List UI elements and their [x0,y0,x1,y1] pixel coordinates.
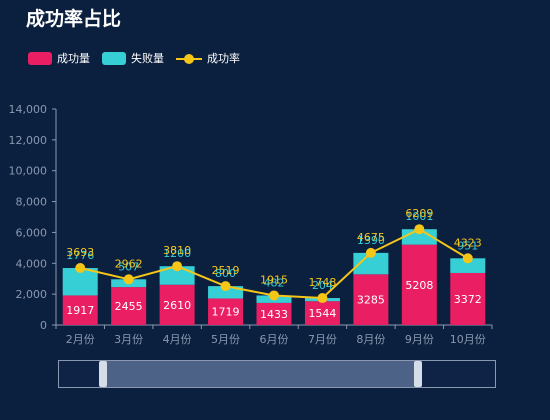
zoom-slider-range[interactable] [102,361,419,387]
point-rate [414,224,425,235]
legend-label-rate: 成功率 [207,52,240,65]
bar-success [208,298,244,325]
y-tick-label: 0 [40,319,47,332]
point-rate [462,253,473,264]
bar-success [353,274,389,325]
x-tick-label: 5月份 [211,333,240,346]
data-label-success: 1433 [260,308,288,321]
data-label-fail: 1001 [405,210,433,223]
data-label-success: 3285 [357,294,385,307]
point-rate [365,247,376,258]
legend-item-fail[interactable]: 失败量 [102,50,164,66]
point-rate [75,263,86,274]
bar-success [111,287,147,325]
data-label-fail: 1200 [163,247,191,260]
bar-fail [208,286,244,299]
legend-swatch-rate [176,52,202,65]
point-rate [269,290,279,301]
data-label-fail: 507 [118,260,139,273]
x-tick-label: 7月份 [308,333,337,346]
point-rate [317,293,328,304]
bar-fail [353,252,389,275]
data-label-rate: 2519 [212,264,240,277]
point-rate [220,281,231,292]
data-label-success: 2610 [163,299,191,312]
bar-success [450,272,486,325]
y-tick-label: 10,000 [9,165,48,178]
legend-item-success[interactable]: 成功量 [28,50,90,66]
legend-swatch-success [28,51,52,65]
data-label-success: 5208 [405,279,433,292]
y-tick-label: 14,000 [9,103,48,116]
zoom-slider-handle-right[interactable] [414,361,423,387]
data-label-success: 3372 [454,293,482,306]
data-label-rate: 1748 [308,276,336,289]
data-label-success: 1544 [308,307,336,320]
y-tick-label: 8,000 [16,196,48,209]
bar-success [256,302,292,325]
point-rate [172,261,183,272]
zoom-slider-handle-left[interactable] [98,361,107,387]
zoom-slider[interactable] [58,360,496,388]
data-label-success: 1917 [66,304,94,317]
data-label-fail: 1390 [357,234,385,247]
data-label-fail: 951 [457,239,478,252]
data-label-fail: 482 [264,276,285,289]
bar-success [304,301,340,325]
point-rate [123,274,134,285]
chart-legend: 成功量 失败量 成功率 [28,50,252,66]
legend-item-rate[interactable]: 成功率 [176,50,240,66]
data-label-rate: 6209 [405,207,433,220]
chart-title: 成功率占比 [26,8,122,30]
data-label-rate: 1915 [260,273,288,286]
x-tick-label: 8月份 [356,333,385,346]
x-tick-label: 6月份 [260,333,289,346]
data-label-fail: 800 [215,267,236,280]
bar-fail [450,258,486,273]
data-label-rate: 4675 [357,231,385,244]
data-label-success: 2455 [115,300,143,313]
data-label-rate: 4323 [454,236,482,249]
x-tick-label: 9月份 [405,333,434,346]
data-label-rate: 3693 [66,246,94,259]
data-label-rate: 3810 [163,244,191,257]
bar-success [159,284,195,325]
legend-swatch-fail [102,51,126,65]
y-tick-label: 2,000 [16,288,48,301]
data-label-success: 1719 [212,306,240,319]
x-tick-label: 2月份 [66,333,95,346]
x-tick-label: 4月份 [163,333,192,346]
x-tick-label: 3月份 [114,333,143,346]
data-label-fail: 1776 [66,249,94,262]
y-tick-label: 4,000 [16,257,48,270]
data-label-fail: 204 [312,279,333,292]
legend-label-success: 成功量 [57,52,90,65]
bar-success [401,244,437,325]
legend-label-fail: 失败量 [131,52,164,65]
chart-plot: 0 2,000 4,000 6,000 8,000 10,000 12,000 14,000 1… [9,103,493,346]
bar-success [62,295,98,325]
y-tick-label: 12,000 [9,134,48,147]
x-tick-label: 10月份 [450,333,486,346]
data-label-rate: 2962 [115,257,143,270]
y-tick-label: 6,000 [16,226,48,239]
